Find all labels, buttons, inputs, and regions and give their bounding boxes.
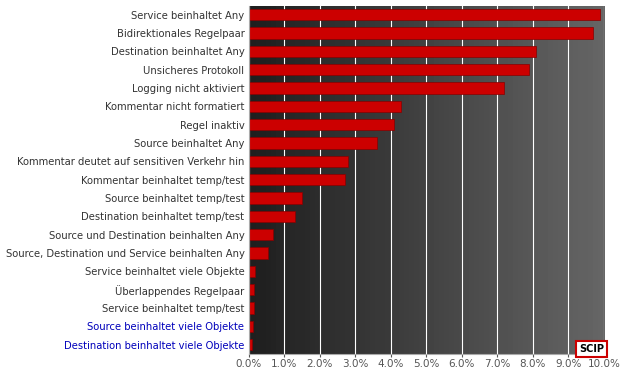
Bar — [249, 64, 530, 75]
Bar — [249, 174, 344, 185]
Bar — [249, 27, 593, 39]
Bar — [249, 192, 302, 204]
Bar — [249, 339, 252, 350]
Bar — [249, 321, 253, 332]
Bar — [249, 229, 274, 240]
Bar — [249, 82, 505, 94]
Bar — [249, 101, 401, 112]
Bar — [249, 137, 377, 149]
Bar — [249, 211, 295, 222]
Text: SCIP: SCIP — [579, 344, 604, 354]
Bar — [249, 248, 268, 259]
Bar — [249, 284, 254, 296]
Bar — [249, 302, 254, 314]
Bar — [249, 266, 255, 277]
Bar — [249, 119, 394, 130]
Bar — [249, 9, 600, 20]
Bar — [249, 156, 348, 167]
Bar — [249, 46, 536, 57]
